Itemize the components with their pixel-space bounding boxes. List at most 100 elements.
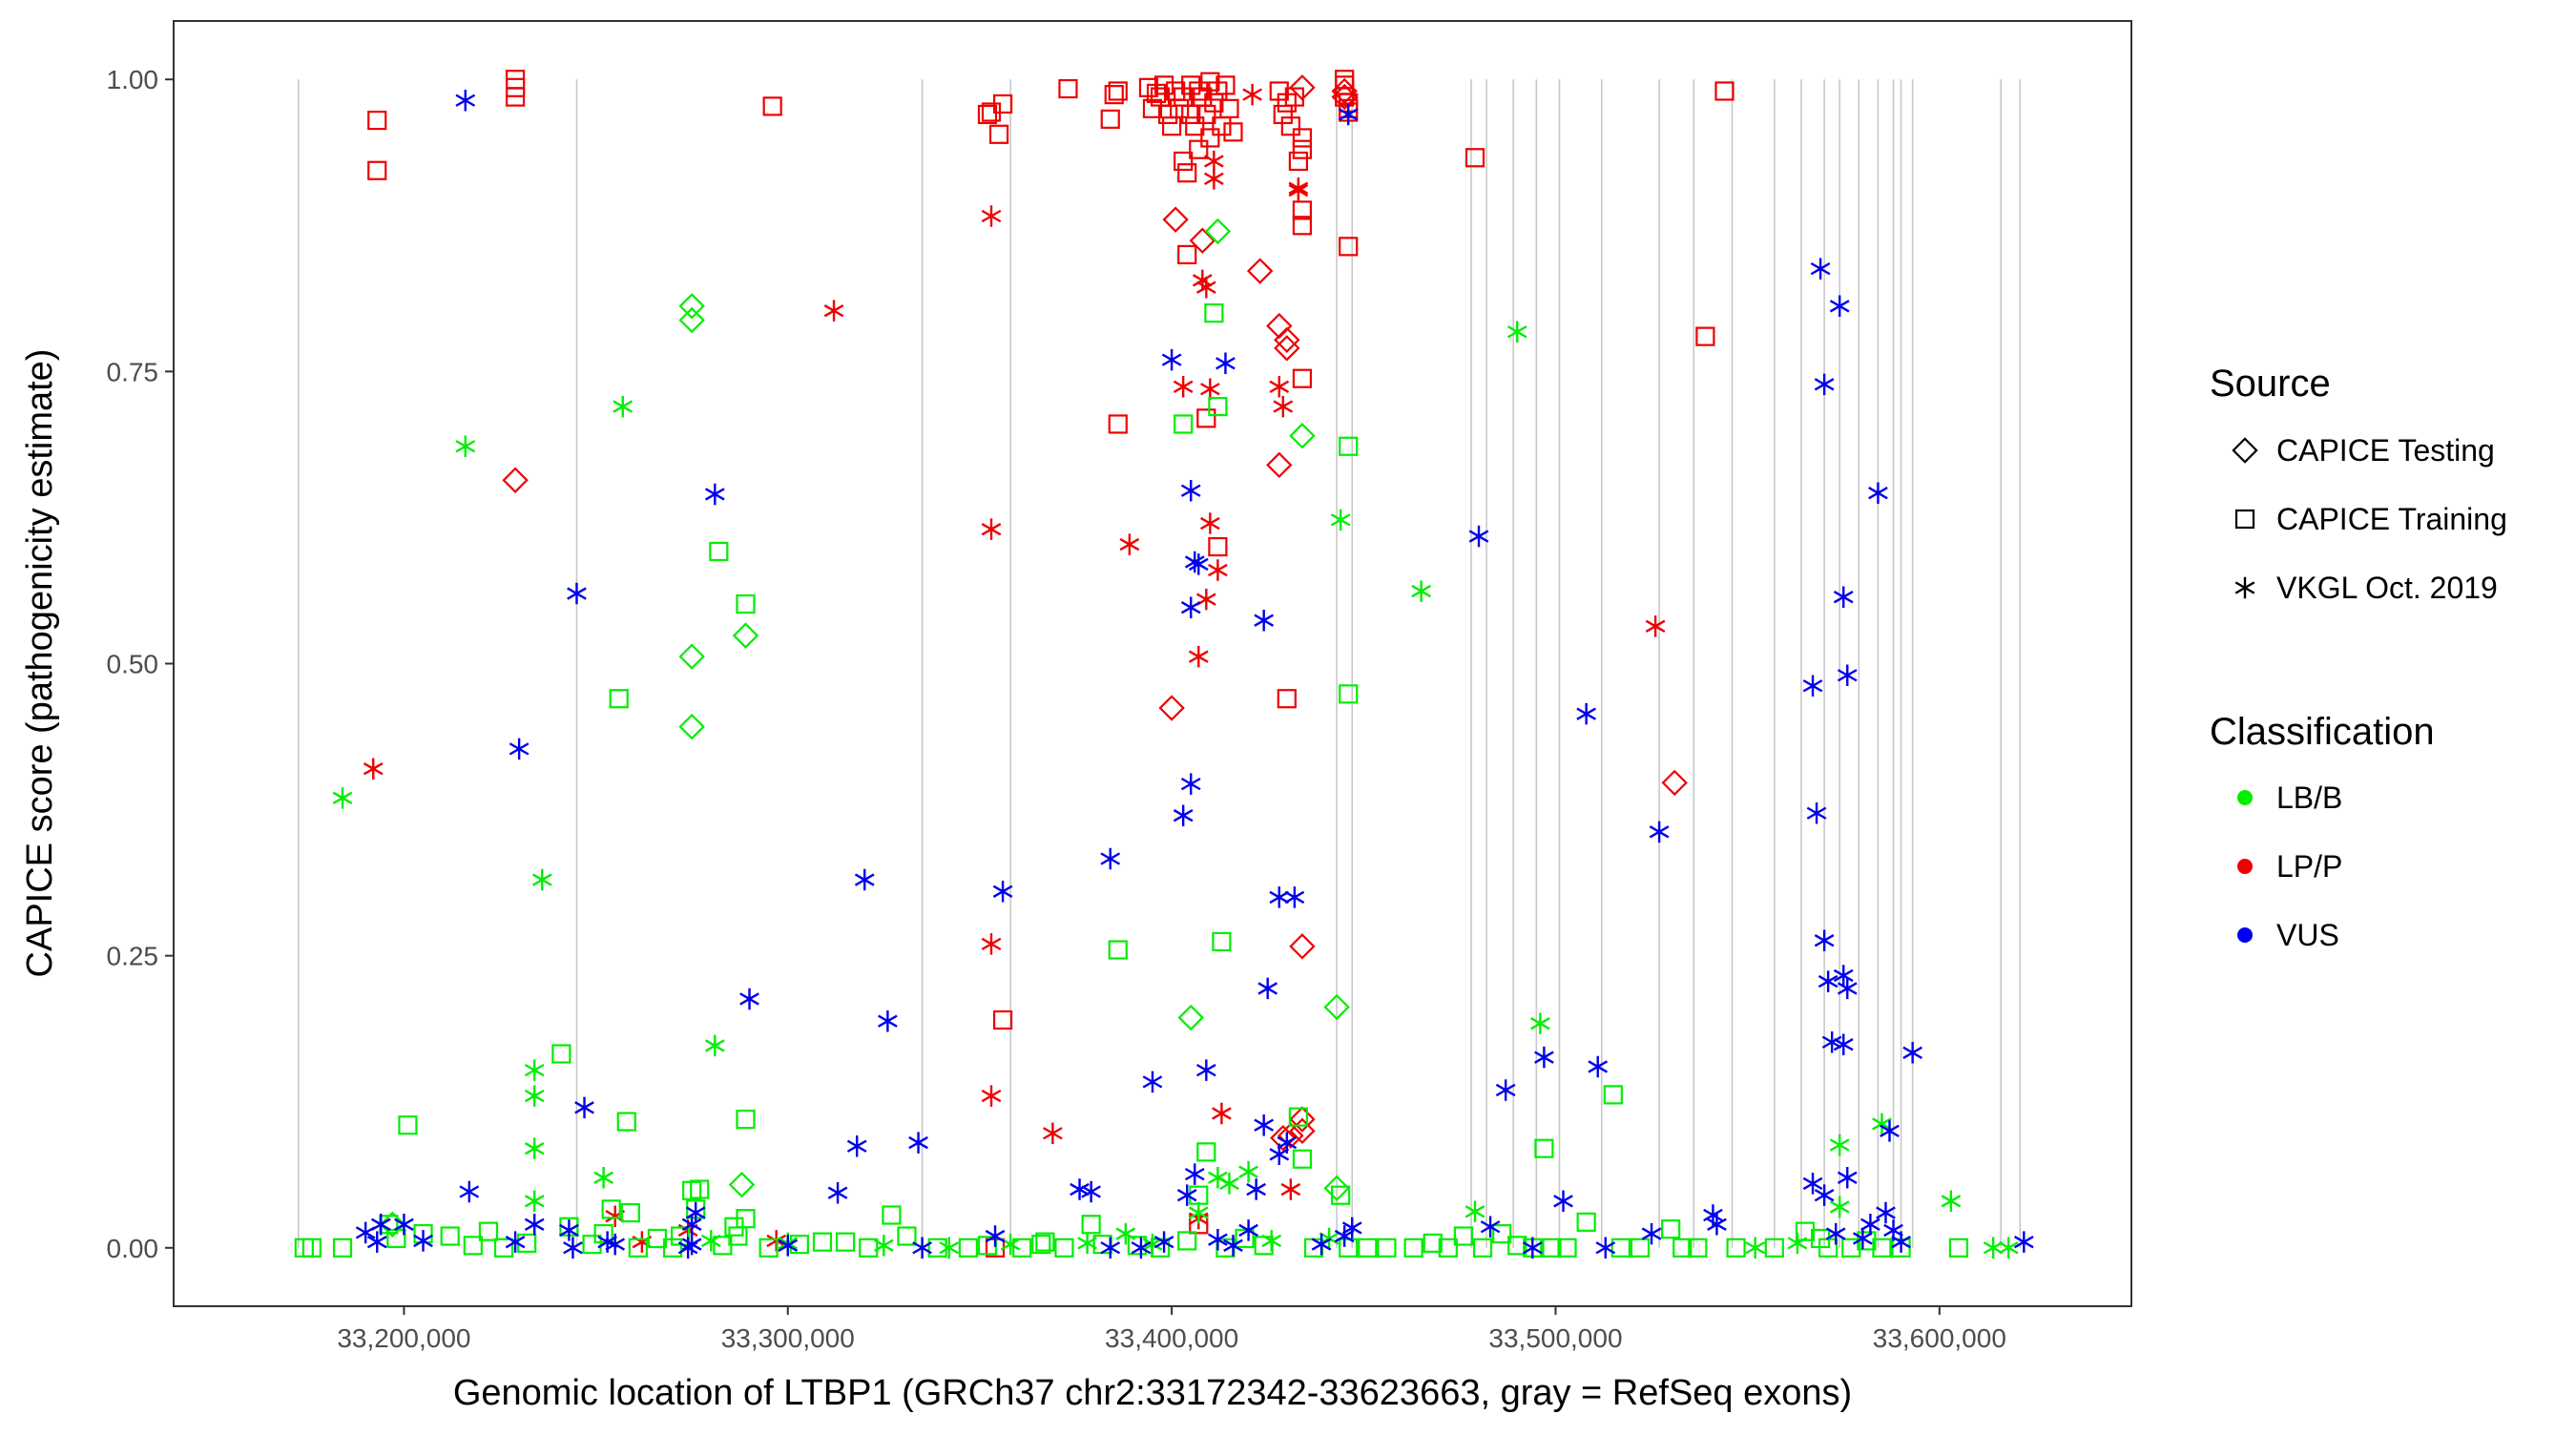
data-point bbox=[1829, 1134, 1850, 1156]
data-point bbox=[1223, 1235, 1243, 1257]
y-tick-label: 0.50 bbox=[107, 650, 159, 679]
legend: Source CAPICE Testing CAPICE Training VKGL… bbox=[2210, 363, 2507, 952]
data-point bbox=[1289, 423, 1316, 449]
x-tick-label: 33,400,000 bbox=[1105, 1323, 1238, 1353]
data-point bbox=[1108, 81, 1128, 101]
legend-classification-title: Classification bbox=[2210, 711, 2435, 753]
data-point bbox=[1108, 940, 1128, 960]
data-point bbox=[1100, 847, 1121, 870]
data-point bbox=[1331, 77, 1358, 105]
data-point bbox=[988, 124, 1009, 144]
data-point bbox=[367, 110, 387, 131]
exon-lines bbox=[297, 79, 2022, 1248]
data-point bbox=[1860, 1214, 1880, 1236]
data-point bbox=[1821, 1031, 1842, 1053]
data-point bbox=[927, 1238, 947, 1258]
data-point bbox=[593, 1167, 613, 1189]
data-point bbox=[1184, 1163, 1205, 1185]
data-point bbox=[574, 1096, 594, 1119]
data-point bbox=[1588, 1055, 1609, 1078]
data-point bbox=[1185, 116, 1205, 136]
data-point bbox=[1212, 1102, 1232, 1125]
data-point bbox=[505, 87, 526, 107]
data-point bbox=[1277, 689, 1297, 709]
data-point bbox=[1189, 227, 1216, 254]
data-point bbox=[478, 1221, 499, 1241]
data-point bbox=[1576, 1212, 1596, 1232]
data-point bbox=[367, 160, 387, 180]
data-point bbox=[1453, 1226, 1474, 1246]
data-point bbox=[981, 933, 1002, 955]
data-point bbox=[1176, 1184, 1197, 1206]
data-point bbox=[1334, 1225, 1355, 1247]
data-point bbox=[1377, 1238, 1397, 1258]
data-point bbox=[1257, 977, 1278, 1000]
data-point bbox=[1465, 148, 1485, 168]
y-tick-label: 0.75 bbox=[107, 357, 159, 386]
data-point bbox=[1764, 1238, 1784, 1258]
legend-classification-items: LB/B LP/P VUS bbox=[2237, 780, 2342, 952]
data-point bbox=[1208, 559, 1228, 581]
legend-key-dot bbox=[2237, 927, 2253, 943]
data-point bbox=[992, 1009, 1013, 1030]
data-point bbox=[1806, 801, 1827, 824]
x-tick-label: 33,500,000 bbox=[1488, 1323, 1622, 1353]
data-point bbox=[1818, 970, 1839, 992]
data-point bbox=[981, 205, 1002, 227]
data-point bbox=[413, 1230, 433, 1252]
data-point bbox=[1158, 695, 1185, 721]
data-point bbox=[1672, 1238, 1693, 1258]
data-point bbox=[601, 1199, 621, 1219]
data-point bbox=[567, 582, 587, 605]
data-point bbox=[1070, 1178, 1090, 1200]
data-point bbox=[1292, 1149, 1313, 1169]
data-point bbox=[1261, 1230, 1282, 1252]
data-point bbox=[559, 1219, 579, 1241]
data-point bbox=[1323, 1175, 1350, 1202]
data-point bbox=[455, 90, 476, 112]
data-point bbox=[1358, 1238, 1378, 1258]
data-point bbox=[1208, 397, 1228, 417]
data-point bbox=[859, 1238, 879, 1258]
data-point bbox=[728, 1171, 756, 1198]
data-point bbox=[678, 713, 705, 740]
data-point bbox=[1557, 1238, 1577, 1258]
data-point bbox=[732, 622, 759, 649]
data-point bbox=[1238, 1219, 1258, 1241]
data-point bbox=[1661, 769, 1688, 797]
data-point bbox=[854, 868, 875, 891]
data-point bbox=[985, 1225, 1006, 1247]
data-point bbox=[1319, 1227, 1340, 1250]
data-point bbox=[1204, 93, 1224, 113]
data-point bbox=[827, 1181, 848, 1204]
series-capice-testing-lp-p bbox=[502, 74, 1688, 1152]
data-point bbox=[1280, 1178, 1301, 1200]
data-point bbox=[1289, 74, 1316, 101]
data-point bbox=[1246, 258, 1274, 284]
data-point bbox=[502, 467, 529, 493]
data-point bbox=[1833, 965, 1854, 987]
data-point bbox=[882, 1205, 902, 1225]
data-point bbox=[616, 1112, 636, 1132]
data-point bbox=[1695, 326, 1715, 346]
legend-key-dot bbox=[2237, 790, 2253, 805]
data-point bbox=[1188, 1201, 1209, 1224]
data-point bbox=[593, 1223, 613, 1244]
data-point bbox=[878, 1009, 898, 1032]
data-point bbox=[912, 1237, 932, 1259]
data-point bbox=[1480, 1216, 1501, 1238]
x-tick-label: 33,300,000 bbox=[721, 1323, 855, 1353]
data-point bbox=[613, 395, 634, 418]
data-point bbox=[1853, 1227, 1873, 1250]
data-point bbox=[1177, 1231, 1197, 1251]
data-point bbox=[509, 738, 530, 760]
data-point bbox=[1219, 1173, 1239, 1195]
data-point bbox=[1603, 1085, 1623, 1105]
x-axis-title: Genomic location of LTBP1 (GRCh37 chr2:3… bbox=[453, 1373, 1852, 1413]
data-point bbox=[1902, 1042, 1923, 1064]
data-point bbox=[762, 96, 782, 116]
data-point bbox=[1157, 104, 1178, 125]
legend-key-asterisk bbox=[2234, 576, 2255, 599]
data-point bbox=[1661, 1219, 1681, 1239]
data-point bbox=[505, 1231, 526, 1253]
